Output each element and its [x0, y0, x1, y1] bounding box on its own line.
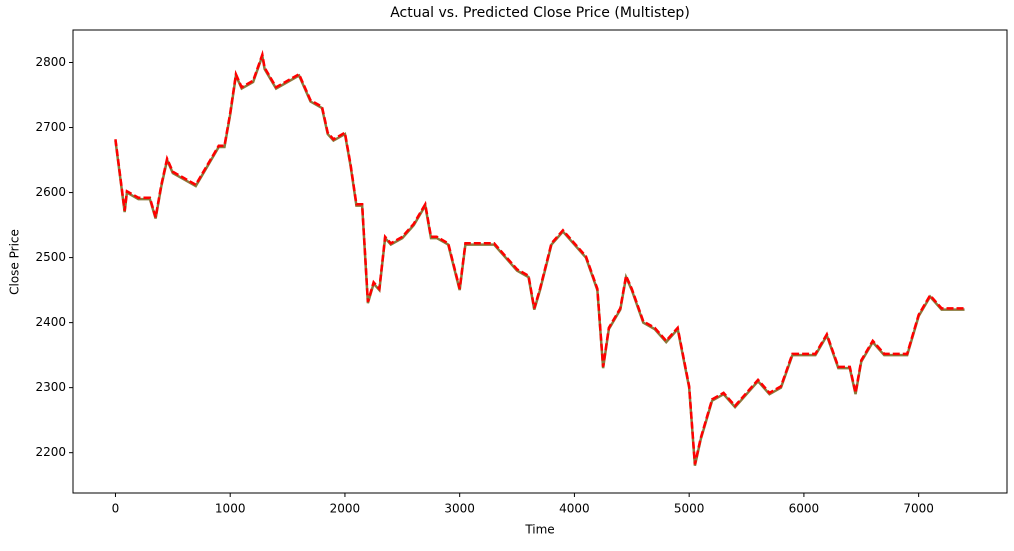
x-tick-label: 3000 [444, 502, 475, 516]
y-tick-label: 2500 [35, 250, 66, 264]
y-tick-label: 2800 [35, 55, 66, 69]
y-tick-label: 2600 [35, 185, 66, 199]
x-tick-label: 4000 [559, 502, 590, 516]
series-line [114, 49, 965, 465]
y-tick-label: 2200 [35, 445, 66, 459]
plot-frame [72, 29, 1008, 494]
y-tick-label: 2400 [35, 315, 66, 329]
x-axis-label: Time [524, 523, 554, 537]
x-tick-label: 0 [112, 502, 120, 516]
chart-title: Actual vs. Predicted Close Price (Multis… [390, 5, 690, 21]
x-tick-label: 2000 [330, 502, 361, 516]
series-line [114, 51, 965, 466]
x-tick-label: 7000 [903, 502, 934, 516]
y-tick-label: 2700 [35, 120, 66, 134]
x-tick-label: 5000 [674, 502, 705, 516]
y-axis-label: Close Price [8, 229, 22, 295]
x-tick-label: 1000 [215, 502, 246, 516]
x-tick-label: 6000 [789, 502, 820, 516]
y-tick-label: 2300 [35, 380, 66, 394]
